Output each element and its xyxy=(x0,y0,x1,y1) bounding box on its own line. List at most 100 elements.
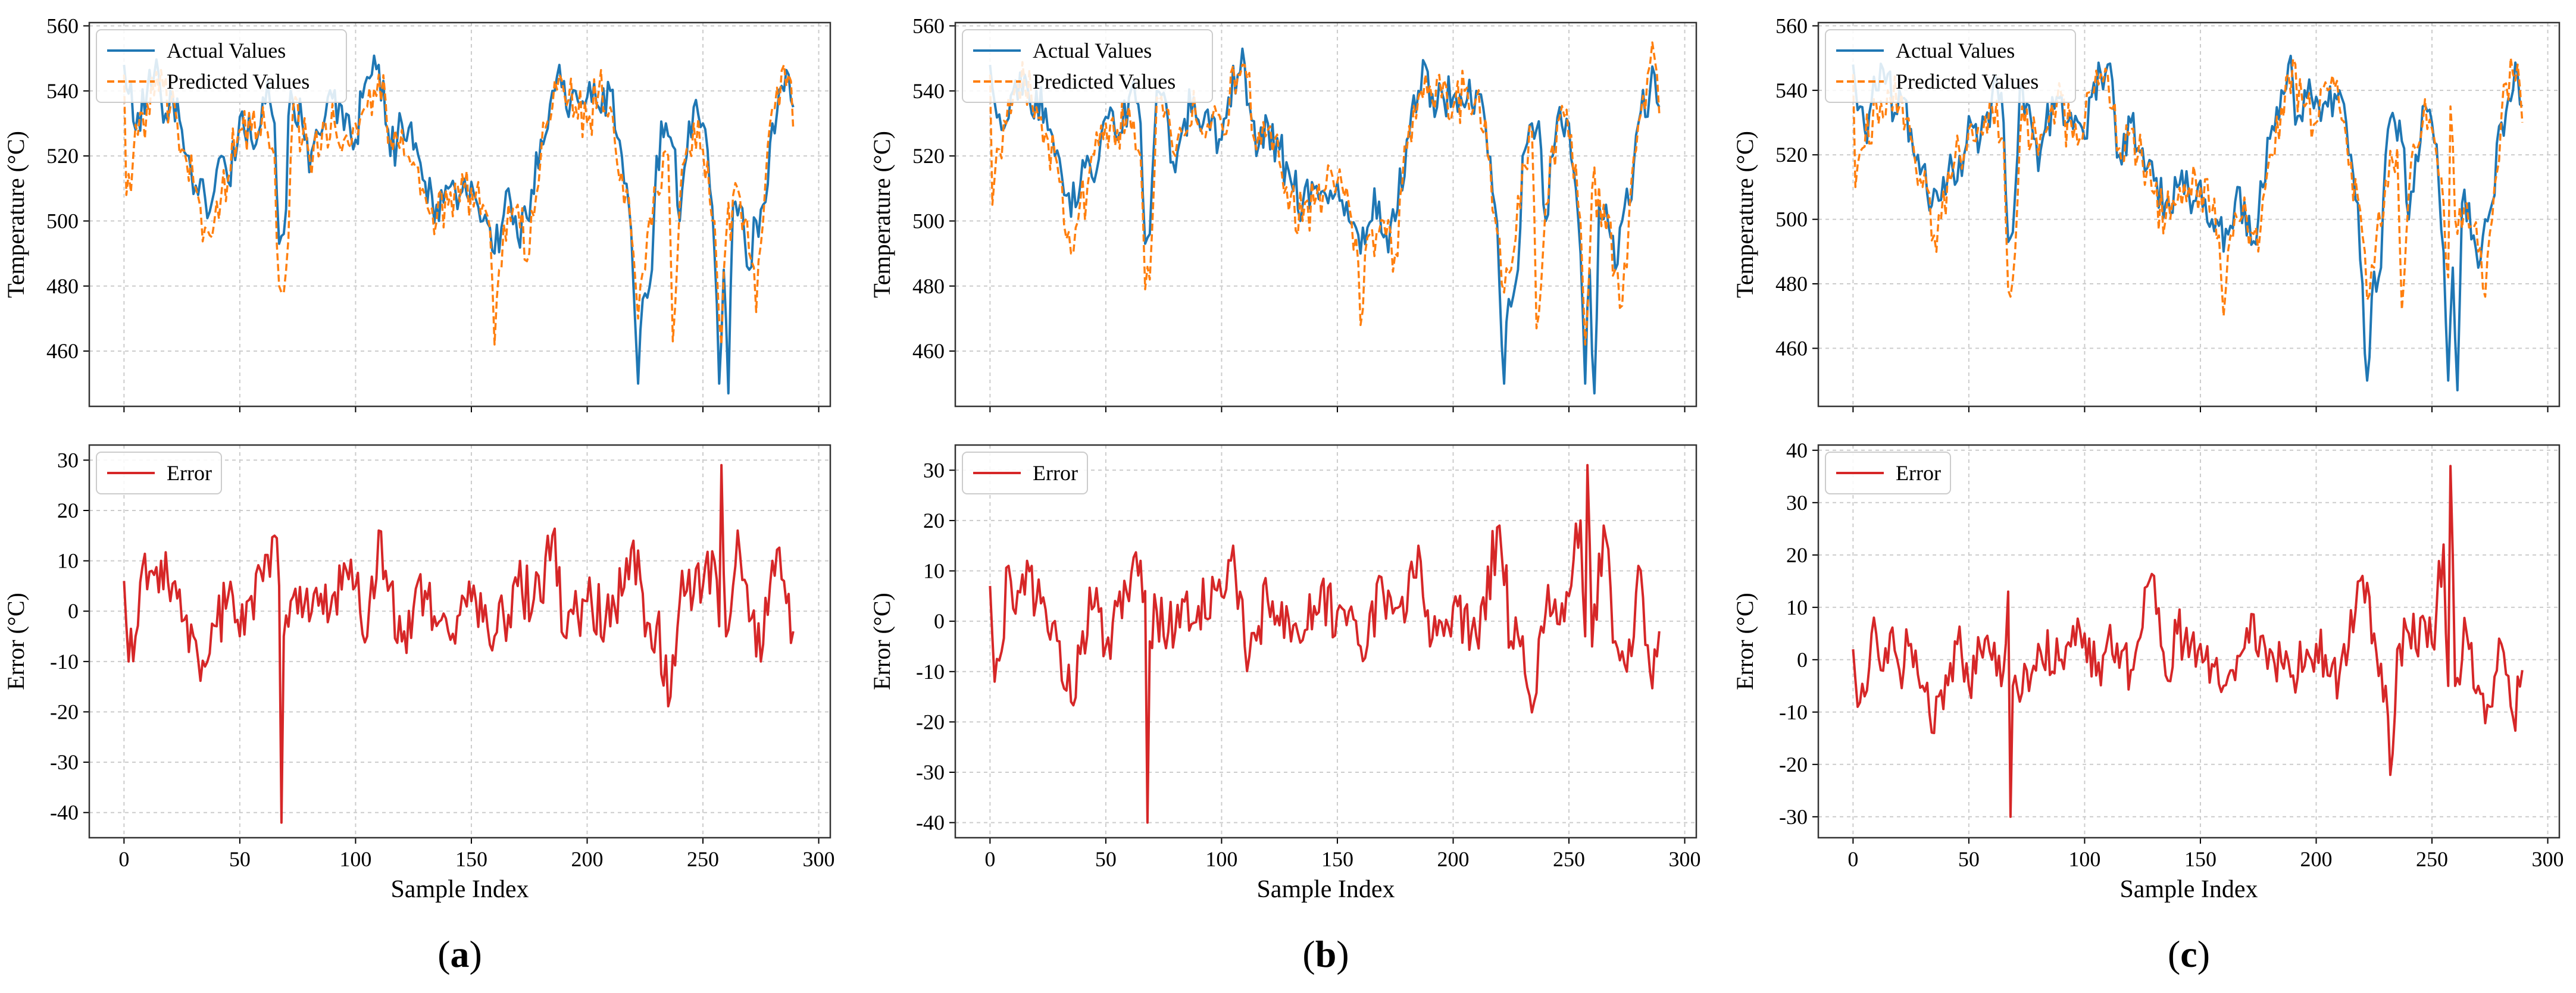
a-top-legend-box xyxy=(96,29,347,103)
c-top-ytick-label: 540 xyxy=(1775,79,1808,102)
panel-label-c: (c) xyxy=(2168,933,2210,975)
b-top-series-group xyxy=(989,41,1661,395)
a-bottom-xtick-label: 300 xyxy=(803,847,835,871)
a-bottom-ytick-label: 10 xyxy=(57,549,79,573)
c-bottom-ytick-label: 40 xyxy=(1786,438,1808,462)
panel-b-temperature-chart: 460 480 500 520 540 560 Temperature (°C) Actual… xyxy=(868,14,1697,412)
b-top-ylabel: Temperature (°C) xyxy=(868,131,895,298)
b-top-legend-box xyxy=(962,29,1213,103)
a-bottom-grid xyxy=(89,445,830,838)
c-bottom-xtick-label: 150 xyxy=(2184,847,2217,871)
panel-c-error-chart: 0 50 100 150 200 250 300 -30 -20 -10 0 10 20 30 40 Erro… xyxy=(1731,438,2564,903)
b-bottom-ylabel: Error (°C) xyxy=(868,593,895,690)
a-bottom-xtick-label: 50 xyxy=(229,847,251,871)
b-top-ytick-label: 480 xyxy=(912,274,945,298)
b-top-line-predicted-values xyxy=(989,41,1661,346)
panel-b-error-chart: 0 50 100 150 200 250 300 -40 -30 -20 -10 0 10 20 30 Err… xyxy=(868,444,1701,903)
c-bottom-xtick-label: 250 xyxy=(2416,847,2448,871)
a-bottom-xtick-label: 200 xyxy=(571,847,603,871)
b-bottom-xtick-label: 50 xyxy=(1095,847,1117,871)
c-bottom-ytick-label: 0 xyxy=(1797,648,1808,672)
b-top-ytick-label: 560 xyxy=(912,14,945,37)
c-bottom-xtick-label: 200 xyxy=(2300,847,2332,871)
b-bottom-legend: Error xyxy=(962,452,1088,494)
a-top-ytick-label: 500 xyxy=(46,209,79,233)
b-top-ytick-label: 540 xyxy=(912,79,945,103)
a-bottom-ytick-label: 30 xyxy=(57,448,79,472)
c-bottom-legend-box xyxy=(1825,452,1951,494)
a-bottom-ytick-label: 20 xyxy=(57,499,79,522)
a-top-line-predicted-values xyxy=(123,64,795,346)
b-bottom-xtick-label: 300 xyxy=(1669,847,1701,871)
a-bottom-xlabel: Sample Index xyxy=(390,876,529,903)
b-bottom-ytick-label: 10 xyxy=(923,559,945,583)
c-top-legend-box xyxy=(1825,29,2076,103)
c-bottom-ytick-label: 10 xyxy=(1786,596,1808,619)
b-top-ytick-label: 460 xyxy=(912,339,945,363)
c-bottom-xtick-label: 0 xyxy=(1847,847,1858,871)
b-bottom-ytick-label: 20 xyxy=(923,509,945,532)
c-bottom-ytick-label: 30 xyxy=(1786,491,1808,515)
b-top-ytick-label: 500 xyxy=(912,209,945,233)
a-top-ytick-label: 540 xyxy=(46,79,79,103)
panel-c-temperature-chart: 460 480 500 520 540 560 Temperature (°C) Actual… xyxy=(1731,14,2561,412)
a-bottom-ytick-label: -40 xyxy=(50,801,79,825)
b-bottom-xtick-label: 250 xyxy=(1553,847,1585,871)
a-bottom-legend-box xyxy=(96,452,222,494)
b-top-legend-label: Actual Values xyxy=(1033,39,1152,62)
b-bottom-grid xyxy=(955,445,1696,838)
a-bottom-xtick-label: 100 xyxy=(339,847,371,871)
c-bottom-xtick-label: 300 xyxy=(2532,847,2564,871)
c-top-legend: Actual Values Predicted Values xyxy=(1825,29,2076,103)
b-bottom-ytick-label: 0 xyxy=(934,609,945,633)
b-bottom-legend-box xyxy=(962,452,1088,494)
panel-label-b: (b) xyxy=(1302,933,1349,975)
c-bottom-line-error xyxy=(1852,465,2524,818)
a-bottom-legend: Error xyxy=(96,452,222,494)
c-bottom-ytick-label: -30 xyxy=(1779,805,1808,829)
a-top-ytick-label: 460 xyxy=(46,339,79,363)
c-top-line-predicted-values xyxy=(1852,57,2524,317)
c-top-ytick-label: 480 xyxy=(1775,272,1808,296)
b-bottom-ytick-label: -40 xyxy=(916,811,945,835)
panel-label-a: (a) xyxy=(437,933,482,975)
b-top-legend-label: Predicted Values xyxy=(1033,70,1176,93)
c-top-series-group xyxy=(1852,54,2524,391)
c-bottom-xtick-label: 50 xyxy=(1958,847,1980,871)
a-top-legend: Actual Values Predicted Values xyxy=(96,29,347,103)
c-bottom-xtick-label: 100 xyxy=(2068,847,2100,871)
a-bottom-ylabel: Error (°C) xyxy=(2,593,29,690)
b-bottom-xtick-label: 150 xyxy=(1321,847,1353,871)
b-bottom-ytick-label: -20 xyxy=(916,710,945,734)
c-top-legend-label: Actual Values xyxy=(1896,39,2015,62)
c-bottom-legend: Error xyxy=(1825,452,1951,494)
a-top-ylabel: Temperature (°C) xyxy=(2,131,29,298)
c-bottom-ytick-label: -20 xyxy=(1779,753,1808,776)
c-top-ytick-label: 500 xyxy=(1775,208,1808,231)
a-top-ytick-label: 480 xyxy=(46,274,79,298)
b-bottom-series-group xyxy=(989,463,1661,824)
a-bottom-legend-label: Error xyxy=(167,461,212,485)
a-top-ytick-label: 520 xyxy=(46,144,79,168)
a-bottom-ytick-label: -20 xyxy=(50,700,79,723)
c-bottom-xlabel: Sample Index xyxy=(2119,876,2258,903)
a-bottom-ytick-label: 0 xyxy=(68,599,79,623)
a-top-legend-label: Actual Values xyxy=(167,39,286,62)
c-top-ytick-label: 560 xyxy=(1775,14,1808,37)
panel-b-bottom-frame xyxy=(954,444,1697,839)
a-bottom-ytick-label: -10 xyxy=(50,650,79,674)
b-bottom-line-error xyxy=(989,463,1661,824)
c-top-legend-label: Predicted Values xyxy=(1896,70,2039,93)
a-bottom-xtick-label: 150 xyxy=(455,847,487,871)
c-top-line-actual-values xyxy=(1852,54,2524,391)
c-top-ylabel: Temperature (°C) xyxy=(1731,131,1758,298)
a-bottom-ytick-label: -30 xyxy=(50,750,79,774)
c-bottom-ytick-label: -10 xyxy=(1779,700,1808,724)
b-top-legend: Actual Values Predicted Values xyxy=(962,29,1213,103)
b-bottom-ytick-label: -10 xyxy=(916,660,945,684)
c-bottom-ylabel: Error (°C) xyxy=(1731,593,1758,690)
